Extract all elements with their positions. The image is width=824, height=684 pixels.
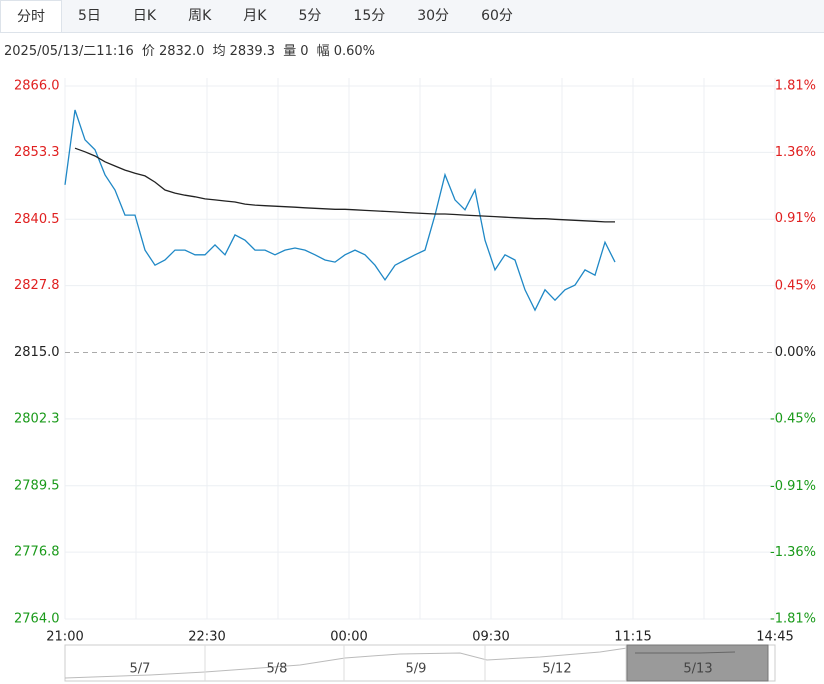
x-tick-label: 09:30 (472, 630, 509, 645)
tab[interactable]: 日K (132, 8, 157, 24)
y2-tick-label: 0.91% (775, 211, 816, 226)
y-tick-label: 2776.8 (14, 545, 60, 560)
y2-tick-label: 0.00% (775, 345, 816, 360)
navigator-label: 5/7 (130, 662, 151, 677)
x-tick-label: 22:30 (188, 630, 225, 645)
tab[interactable]: 15分 (353, 8, 386, 24)
price-line (74, 147, 615, 223)
y-tick-label: 2789.5 (14, 478, 60, 493)
navigator-window[interactable] (626, 644, 769, 682)
tab[interactable]: 60分 (481, 8, 513, 24)
y-tick-label: 2827.8 (14, 278, 60, 293)
y-tick-label: 2853.3 (14, 145, 60, 160)
info-label: 幅 (316, 44, 330, 59)
y2-tick-label: 1.36% (775, 145, 816, 160)
y2-tick-label: 0.45% (775, 279, 816, 294)
info-datetime: 2025/05/13/二11:16 (4, 44, 134, 59)
tab[interactable]: 周K (188, 8, 212, 24)
tab[interactable]: 30分 (417, 8, 450, 24)
y-tick-label: 2840.5 (14, 212, 60, 227)
y2-tick-label: -0.91% (770, 479, 816, 494)
y2-tick-label: -0.45% (770, 411, 816, 426)
x-tick-label: 11:15 (614, 630, 651, 645)
navigator-label: 5/9 (406, 662, 427, 677)
y2-tick-label: -1.81% (770, 612, 816, 627)
tab[interactable]: 分时 (0, 0, 62, 32)
navigator-line (635, 651, 736, 654)
plot (64, 78, 776, 620)
info-value: 2839.3 (229, 44, 276, 59)
x-tick-label: 21:00 (46, 630, 83, 645)
y2-tick-label: 1.81% (775, 79, 816, 94)
info-value: 0 (300, 44, 309, 59)
tab-bar: 分时 5日 日K 周K 月K 5分 15分 30分 60分 (0, 0, 824, 33)
info-label: 量 (283, 44, 297, 59)
y-tick-label: 2815.0 (14, 345, 60, 360)
navigator-label: 5/13 (683, 662, 712, 677)
x-tick-label: 00:00 (330, 630, 367, 645)
y-tick-label: 2866.0 (14, 79, 60, 94)
info-label: 价 (141, 44, 155, 59)
info-value: 2832.0 (158, 44, 205, 59)
tab[interactable]: 月K (243, 8, 267, 24)
navigator-label: 5/12 (542, 662, 571, 677)
price-line (64, 109, 616, 312)
y-tick-label: 2802.3 (14, 411, 60, 426)
navigator-label: 5/8 (267, 662, 288, 677)
x-tick-label: 14:45 (756, 630, 793, 645)
tab[interactable]: 5日 (78, 8, 101, 24)
y2-tick-label: -1.36% (770, 545, 816, 560)
info-value: 0.60% (333, 44, 375, 59)
tab[interactable]: 5分 (298, 8, 322, 24)
info-label: 均 (212, 44, 226, 59)
y-tick-label: 2764.0 (14, 612, 60, 627)
navigator-line (64, 647, 628, 679)
